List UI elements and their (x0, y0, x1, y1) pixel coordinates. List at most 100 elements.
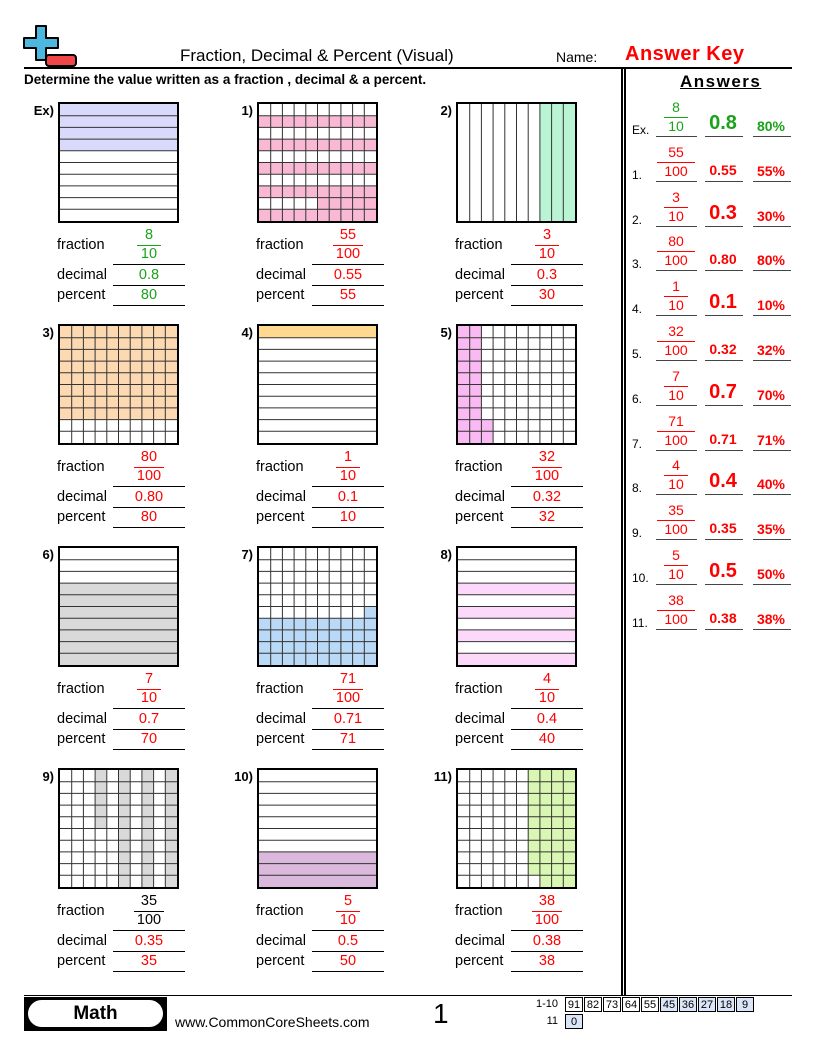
answer-fraction-bar (664, 565, 688, 566)
fraction-label: fraction (256, 237, 304, 253)
percent-label: percent (256, 731, 305, 747)
answer-percent: 38% (756, 610, 786, 627)
decimal-answer: 0.3 (536, 267, 558, 283)
answer-percent-underline (753, 225, 791, 227)
shaded-region (539, 104, 575, 221)
decimal-answer: 0.7 (138, 711, 160, 727)
decimal-label: decimal (455, 711, 505, 727)
answer-fraction-bar (657, 161, 695, 163)
fraction-numerator: 32 (538, 449, 556, 465)
answer-denominator: 10 (668, 297, 684, 314)
answer-decimal-underline (705, 494, 743, 496)
decimal-label: decimal (57, 267, 107, 283)
fraction-numerator: 35 (140, 893, 158, 909)
score-cell: 27 (698, 997, 716, 1012)
fraction-model (456, 324, 577, 445)
percent-underline (113, 527, 185, 528)
answer-percent-underline (753, 270, 791, 272)
shaded-region (458, 583, 575, 595)
decimal-label: decimal (256, 489, 306, 505)
fraction-bar (532, 911, 562, 912)
fraction-denominator: 10 (140, 690, 158, 706)
fraction-model (58, 546, 179, 667)
model-grid (458, 559, 575, 665)
fraction-numerator: 1 (343, 449, 353, 465)
fraction-numerator: 55 (339, 227, 357, 243)
score-cell: 64 (622, 997, 640, 1012)
model-grid (259, 104, 376, 221)
plus-minus-icon (23, 25, 77, 67)
answer-fraction-underline (656, 449, 697, 451)
answer-decimal: 0.3 (709, 201, 737, 224)
shaded-region (528, 770, 540, 876)
answer-decimal-underline (705, 628, 743, 630)
answer-decimal: 0.4 (709, 470, 737, 493)
decimal-underline (312, 729, 384, 730)
percent-underline (511, 305, 583, 306)
answer-numerator: 32 (668, 323, 684, 339)
answer-decimal: 0.8 (709, 112, 737, 134)
answer-fraction-underline (656, 628, 697, 630)
answer-label: 5. (632, 347, 643, 361)
decimal-underline (511, 507, 583, 508)
answer-label: 6. (632, 391, 643, 406)
fraction-denominator: 10 (538, 690, 556, 706)
answer-numerator: 4 (672, 457, 680, 474)
answer-percent-underline (753, 539, 791, 541)
answer-percent: 40% (756, 476, 786, 493)
decimal-answer: 0.5 (337, 933, 359, 949)
answer-numerator: 3 (672, 188, 680, 205)
shaded-region (458, 606, 575, 619)
answer-label: Ex. (632, 123, 650, 137)
name-label: Name: (556, 49, 598, 65)
percent-label: percent (57, 731, 106, 747)
decimal-underline (511, 285, 583, 286)
decimal-answer: 0.71 (333, 711, 363, 727)
answer-fraction-underline (656, 180, 697, 182)
problem-number: 11) (433, 769, 452, 784)
model-grid (458, 770, 575, 887)
answer-decimal-underline (705, 584, 743, 585)
fraction-underline (511, 708, 583, 709)
fraction-label: fraction (57, 237, 105, 253)
shaded-region (364, 606, 376, 619)
answer-decimal-underline (705, 270, 743, 272)
score-cell: 18 (717, 997, 735, 1012)
answer-denominator: 10 (668, 476, 684, 493)
fraction-bar (336, 911, 360, 912)
score-cell: 82 (584, 997, 602, 1012)
answer-decimal: 0.35 (709, 520, 737, 537)
answer-percent: 50% (756, 566, 786, 582)
fraction-underline (511, 486, 583, 487)
answer-percent: 80% (756, 118, 786, 134)
percent-answer: 80 (140, 509, 158, 525)
fraction-denominator: 10 (140, 246, 158, 262)
problem-number: 4) (241, 325, 253, 340)
fraction-denominator: 100 (335, 246, 361, 262)
answer-fraction-underline (656, 404, 697, 406)
answer-label: 3. (632, 257, 643, 272)
fraction-bar (333, 245, 363, 246)
answer-percent-underline (753, 404, 791, 406)
page-number: 1 (433, 998, 449, 1029)
fraction-label: fraction (256, 459, 304, 475)
fraction-denominator: 10 (339, 912, 357, 928)
answer-fraction-bar (664, 206, 688, 208)
percent-underline (113, 971, 185, 972)
answer-decimal: 0.5 (709, 560, 737, 582)
fraction-underline (113, 708, 185, 709)
shaded-region (317, 197, 376, 210)
problem-number: 3) (42, 325, 54, 340)
answer-decimal-underline (705, 360, 743, 361)
percent-label: percent (455, 953, 504, 969)
shaded-region (259, 326, 376, 338)
answer-denominator: 10 (668, 207, 684, 224)
percent-underline (312, 749, 384, 750)
decimal-underline (113, 729, 185, 730)
decimal-answer: 0.4 (536, 711, 558, 727)
fraction-numerator: 8 (144, 227, 154, 243)
site-url: www.CommonCoreSheets.com (175, 1014, 370, 1030)
model-grid (60, 770, 177, 887)
fraction-underline (113, 264, 185, 265)
answer-denominator: 100 (664, 431, 688, 448)
